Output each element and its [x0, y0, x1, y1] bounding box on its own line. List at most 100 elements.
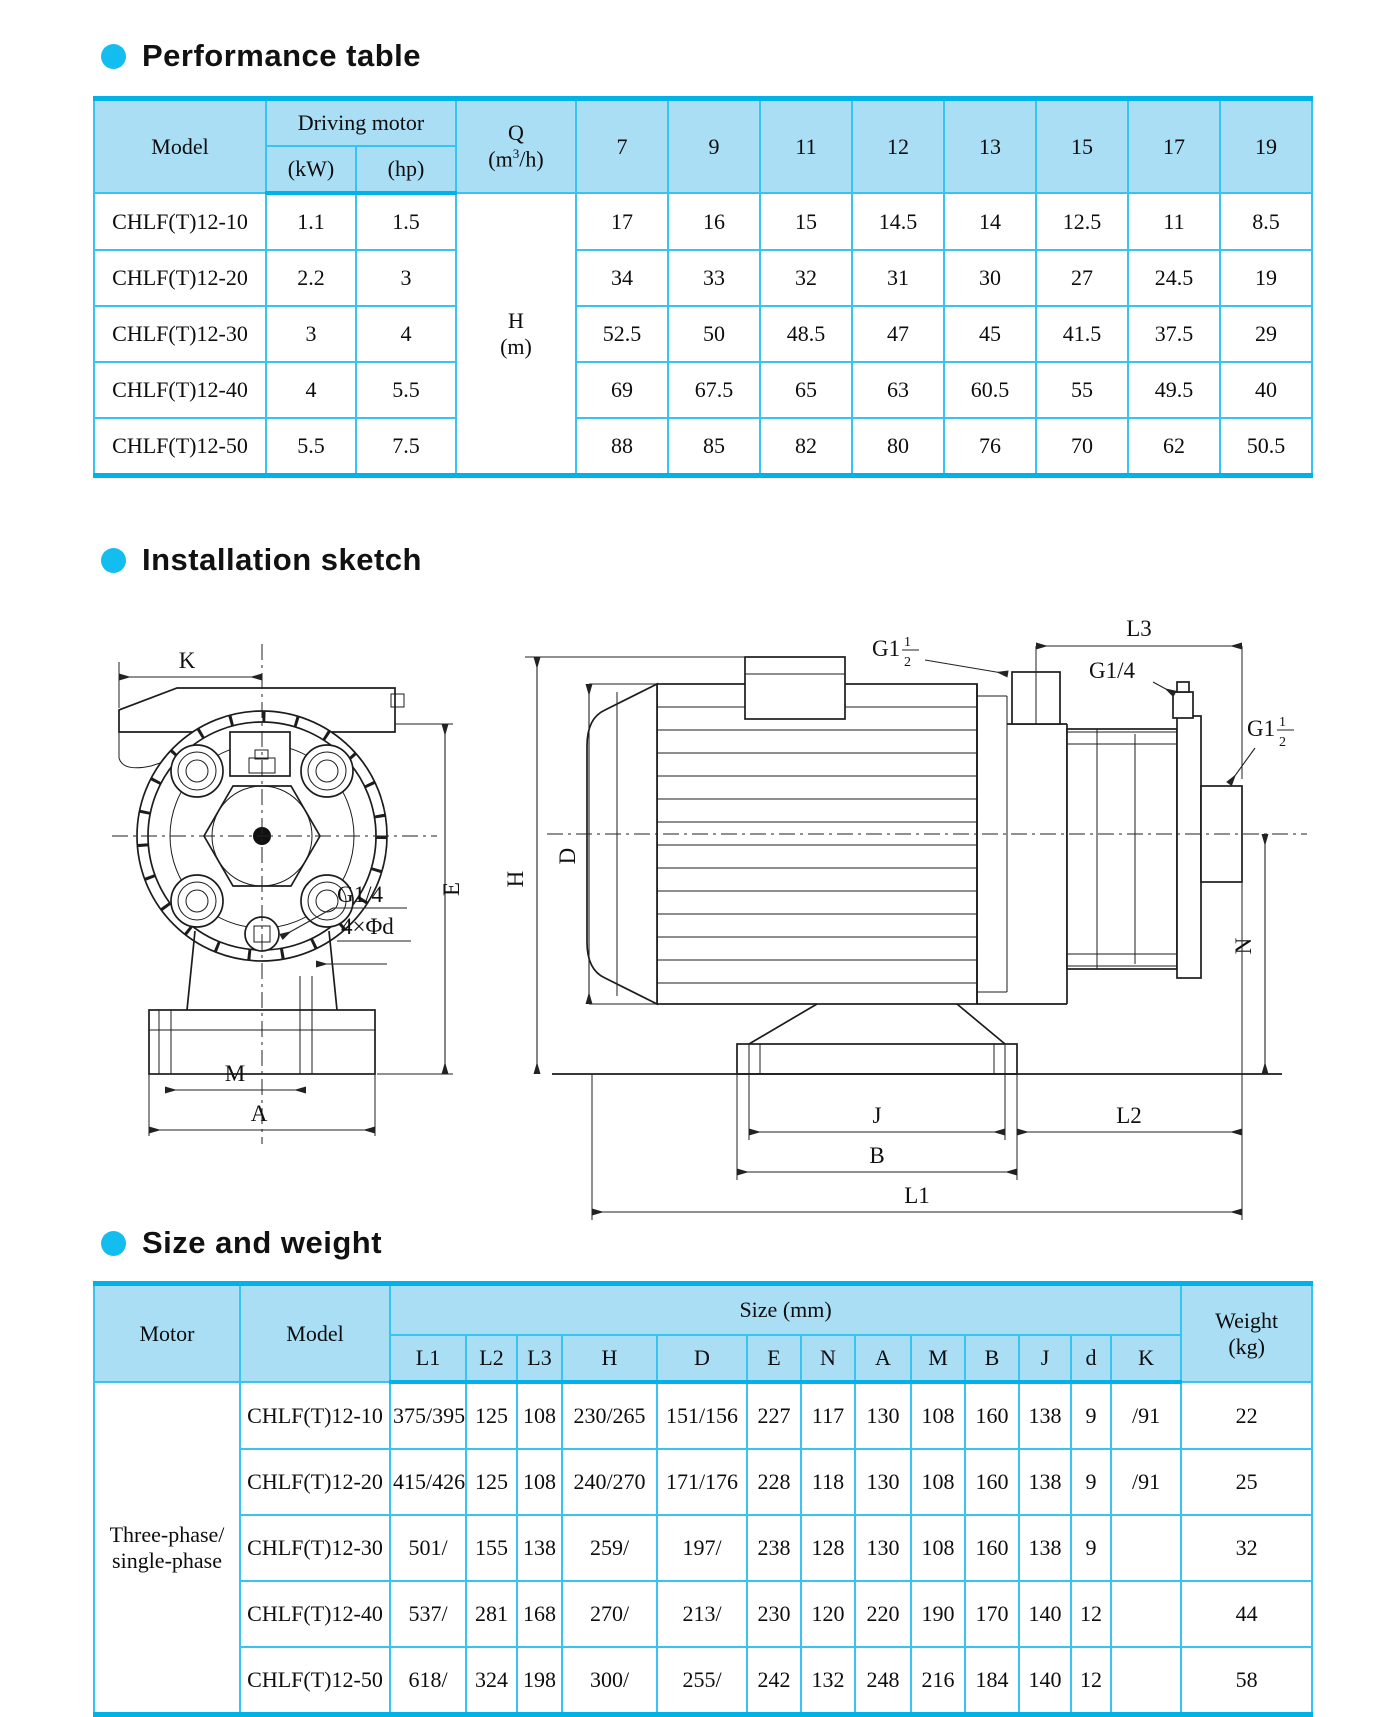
table-row: CHLF(T)12-30 501/ 155 138 259/ 197/ 238 …	[94, 1514, 1314, 1582]
hp-cell: 4	[355, 305, 457, 363]
performance-section-heading: Performance table	[101, 38, 1311, 74]
port-label-g112-top: G1 1 2	[872, 635, 1009, 678]
value-cell: 130	[854, 1448, 912, 1516]
value-cell: 31	[851, 249, 945, 307]
value-cell: 32	[759, 249, 853, 307]
value-cell: 85	[667, 417, 761, 477]
col-header-model: Model	[239, 1282, 391, 1383]
value-cell: 125	[465, 1381, 518, 1450]
hp-cell: 5.5	[355, 361, 457, 419]
bullet-icon	[101, 43, 126, 69]
value-cell: 618/	[389, 1646, 467, 1716]
flow-col-15: 15	[1035, 97, 1129, 194]
dim-label-l3: L3	[1126, 616, 1152, 641]
table-row: CHLF(T)12-10 1.1 1.5 H (m) 17 16 15 14.5…	[93, 192, 1313, 477]
value-cell: 108	[516, 1448, 563, 1516]
size-col-d-small: d	[1070, 1334, 1112, 1384]
value-cell: 41.5	[1035, 305, 1129, 363]
value-cell	[1109, 1646, 1183, 1716]
value-cell: 108	[910, 1514, 966, 1582]
value-cell: 8.5	[1219, 192, 1313, 251]
weight-cell: 32	[1180, 1514, 1314, 1582]
size-col-k: K	[1109, 1334, 1183, 1384]
value-cell: 14.5	[851, 192, 945, 251]
value-cell: 375/395	[389, 1381, 467, 1450]
value-cell: 47	[851, 305, 945, 363]
value-cell: 184	[964, 1646, 1020, 1716]
dim-label-b: B	[869, 1143, 884, 1168]
kw-cell: 5.5	[265, 417, 357, 477]
section-title-size-weight: Size and weight	[142, 1225, 383, 1260]
weight-cell: 25	[1180, 1448, 1314, 1516]
value-cell: 168	[516, 1580, 563, 1648]
value-cell: 281	[465, 1580, 518, 1648]
value-cell: 76	[943, 417, 1037, 477]
size-col-j: J	[1018, 1334, 1072, 1384]
vent-fitting	[1172, 691, 1194, 719]
installation-section-heading: Installation sketch	[101, 542, 1311, 578]
terminal-box	[744, 656, 846, 720]
size-col-e: E	[746, 1334, 802, 1384]
col-header-weight: Weight (kg)	[1180, 1282, 1314, 1383]
value-cell: 248	[854, 1646, 912, 1716]
value-cell: 270/	[561, 1580, 658, 1648]
value-cell: 34	[575, 249, 669, 307]
value-cell: 120	[800, 1580, 856, 1648]
svg-text:2: 2	[1279, 735, 1286, 750]
value-cell: 27	[1035, 249, 1129, 307]
model-cell: CHLF(T)12-30	[93, 305, 267, 363]
port-label-g14-side: G1/4	[1089, 658, 1136, 683]
value-cell: 82	[759, 417, 853, 477]
value-cell: 160	[964, 1381, 1020, 1450]
head-unit-cell: H (m)	[455, 192, 577, 477]
model-cell: CHLF(T)12-20	[93, 249, 267, 307]
value-cell: 213/	[656, 1580, 748, 1648]
bullet-icon	[101, 1230, 126, 1256]
value-cell: 40	[1219, 361, 1313, 419]
q-unit: (m3/h)	[459, 146, 573, 172]
value-cell: 62	[1127, 417, 1221, 477]
value-cell: 238	[746, 1514, 802, 1582]
value-cell: /91	[1109, 1381, 1183, 1450]
size-col-l1: L1	[389, 1334, 467, 1384]
dim-label-j: J	[873, 1103, 882, 1128]
size-col-m: M	[910, 1334, 966, 1384]
dim-label-e: E	[439, 882, 464, 896]
value-cell: 49.5	[1127, 361, 1221, 419]
value-cell: 259/	[561, 1514, 658, 1582]
svg-text:1: 1	[904, 635, 911, 650]
value-cell: 12.5	[1035, 192, 1129, 251]
port-label-g14-front: G1/4	[337, 882, 384, 907]
value-cell	[1109, 1580, 1183, 1648]
port-label-g112-right: G1 1 2	[1226, 715, 1294, 787]
col-header-size-mm: Size (mm)	[388, 1282, 1183, 1336]
value-cell: 197/	[656, 1514, 748, 1582]
dim-label-n: N	[1231, 937, 1256, 954]
value-cell: 9	[1070, 1514, 1112, 1582]
value-cell: 65	[759, 361, 853, 419]
size-col-d: D	[656, 1334, 748, 1384]
flow-col-9: 9	[667, 97, 761, 194]
flow-col-7: 7	[575, 97, 669, 194]
section-title-installation: Installation sketch	[142, 542, 422, 577]
value-cell: 138	[1018, 1448, 1072, 1516]
col-header-model: Model	[93, 97, 267, 194]
kw-cell: 2.2	[265, 249, 357, 307]
value-cell: 324	[465, 1646, 518, 1716]
value-cell: 138	[1018, 1514, 1072, 1582]
flow-col-12: 12	[851, 97, 945, 194]
svg-text:G1: G1	[1247, 716, 1275, 741]
value-cell: 88	[575, 417, 669, 477]
value-cell: 255/	[656, 1646, 748, 1716]
value-cell: 108	[516, 1381, 563, 1450]
hp-cell: 7.5	[355, 417, 457, 477]
value-cell: 140	[1018, 1580, 1072, 1648]
motor-fins	[657, 706, 977, 984]
col-header-kw: (kW)	[265, 145, 357, 195]
flow-col-11: 11	[759, 97, 853, 194]
weight-cell: 44	[1180, 1580, 1314, 1648]
dim-label-l2: L2	[1116, 1103, 1142, 1128]
value-cell: 29	[1219, 305, 1313, 363]
page: Performance table Model Driving motor Q …	[93, 38, 1314, 1717]
size-col-h: H	[561, 1334, 658, 1384]
